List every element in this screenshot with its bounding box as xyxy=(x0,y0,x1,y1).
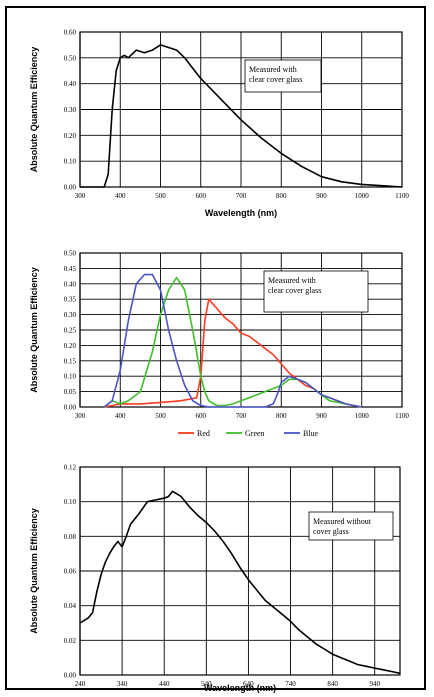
x-tick-label: 240 xyxy=(75,680,86,688)
legend-label-red: Red xyxy=(197,429,210,438)
x-tick-label: 700 xyxy=(236,192,247,200)
y-tick-label: 0.20 xyxy=(64,132,77,140)
y-tick-label: 0.25 xyxy=(64,327,77,335)
series-line-1 xyxy=(79,490,401,675)
y-tick-label: 0.45 xyxy=(64,265,77,273)
y-tick-label: 0.02 xyxy=(64,637,77,645)
x-tick-label: 300 xyxy=(75,412,86,420)
y-tick-label: 0.50 xyxy=(64,54,77,62)
legend-label-blue: Blue xyxy=(303,429,319,438)
x-axis-label: Wavelength (nm) xyxy=(204,683,276,693)
y-axis-label: Absolute Quantum Efficiency xyxy=(29,267,39,393)
annotation-box xyxy=(244,59,322,93)
x-axis-label: Wavelength (nm) xyxy=(205,208,277,218)
x-tick-label: 900 xyxy=(316,412,327,420)
x-tick-label: 700 xyxy=(236,412,247,420)
y-axis-label: Absolute Quantum Efficiency xyxy=(29,508,39,634)
x-tick-label: 300 xyxy=(75,192,86,200)
plot-area xyxy=(79,31,403,188)
y-tick-label: 0.30 xyxy=(64,311,77,319)
y-tick-label: 0.04 xyxy=(64,602,77,610)
chart-1: 300 400 500 600 700 800 900 1000 1100 0.00 0.10 0.2… xyxy=(29,29,409,219)
x-tick-label: 800 xyxy=(276,192,287,200)
annotation-text: clear cover glass xyxy=(268,286,321,295)
x-tick-label: 400 xyxy=(115,412,126,420)
legend-label-green: Green xyxy=(245,429,265,438)
y-tick-label: 0.10 xyxy=(64,158,77,166)
annotation-text: cover glass xyxy=(313,527,349,536)
y-tick-label: 0.06 xyxy=(64,568,77,576)
y-tick-label: 0.00 xyxy=(64,404,77,412)
y-tick-label: 0.50 xyxy=(64,250,77,258)
x-tick-label: 600 xyxy=(196,412,207,420)
y-tick-label: 0.40 xyxy=(64,280,77,288)
x-tick-label: 500 xyxy=(155,412,166,420)
x-tick-label: 940 xyxy=(369,680,380,688)
series-line-red xyxy=(104,298,362,408)
y-tick-label: 0.20 xyxy=(64,342,77,350)
x-tick-label: 440 xyxy=(159,680,170,688)
y-tick-label: 0.08 xyxy=(64,533,77,541)
chart-3: 240 340 440 540 640 740 840 940 0.00 0.02 0.04 0.06… xyxy=(29,464,401,693)
annotation-text: Measured without xyxy=(313,517,372,526)
y-tick-label: 0.00 xyxy=(64,184,77,192)
series-line-blue xyxy=(103,273,362,408)
annotation-text: clear cover glass xyxy=(249,75,302,84)
x-tick-label: 400 xyxy=(115,192,126,200)
x-tick-label: 740 xyxy=(285,680,296,688)
y-tick-label: 0.40 xyxy=(64,80,77,88)
x-tick-label: 640 xyxy=(243,680,254,688)
x-tick-label: 1000 xyxy=(355,192,370,200)
y-tick-label: 0.12 xyxy=(64,464,77,472)
x-tick-label: 540 xyxy=(201,680,212,688)
x-tick-label: 800 xyxy=(276,412,287,420)
y-tick-label: 0.35 xyxy=(64,296,77,304)
x-tick-label: 900 xyxy=(316,192,327,200)
x-tick-label: 1000 xyxy=(355,412,370,420)
y-tick-label: 0.10 xyxy=(64,373,77,381)
y-axis-label: Absolute Quantum Efficiency xyxy=(29,47,39,173)
y-tick-label: 0.05 xyxy=(64,388,77,396)
x-tick-label: 1100 xyxy=(395,192,409,200)
y-tick-label: 0.30 xyxy=(64,106,77,114)
annotation-box xyxy=(308,511,394,541)
annotation-text: Measured with xyxy=(268,276,316,285)
annotation-box xyxy=(263,270,369,313)
x-tick-label: 340 xyxy=(117,680,128,688)
annotation-text: Measured with xyxy=(249,65,297,74)
plot-area xyxy=(79,466,401,676)
x-tick-label: 840 xyxy=(327,680,338,688)
y-tick-label: 0.00 xyxy=(64,672,77,680)
y-tick-label: 0.60 xyxy=(64,29,77,37)
chart-2: 300 400 500 600 700 800 900 1000 1100 0.00 0.05 0.1… xyxy=(29,250,409,439)
x-tick-label: 500 xyxy=(155,192,166,200)
x-tick-label: 600 xyxy=(196,192,207,200)
y-tick-label: 0.15 xyxy=(64,357,77,365)
y-tick-label: 0.10 xyxy=(64,498,77,506)
series-line-1 xyxy=(80,44,403,188)
figure-frame xyxy=(5,6,426,690)
x-tick-label: 1100 xyxy=(395,412,409,420)
